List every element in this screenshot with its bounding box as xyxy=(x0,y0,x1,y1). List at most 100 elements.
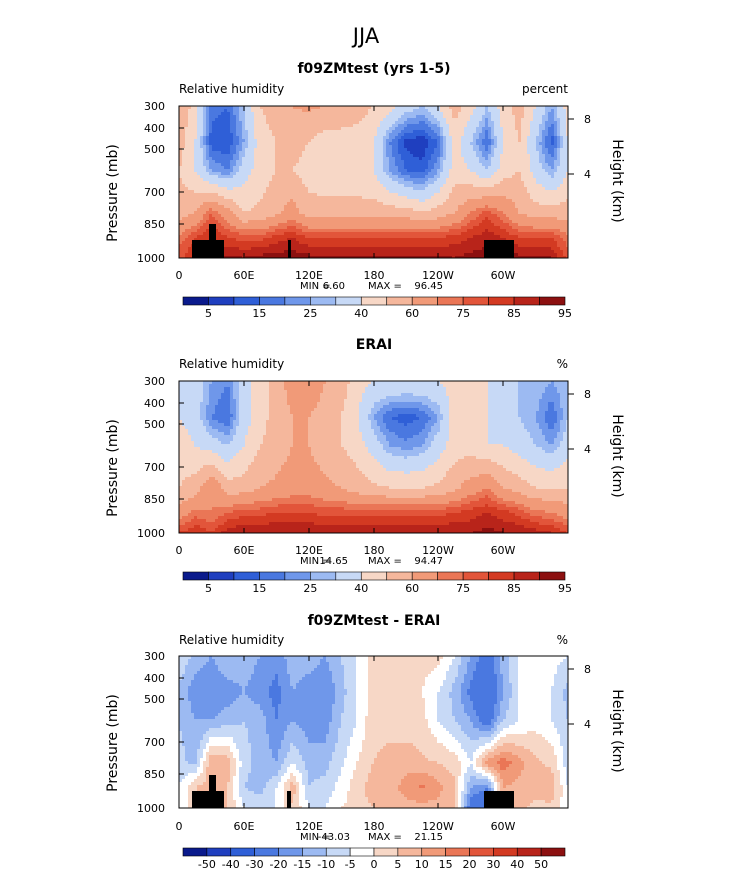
heatmap-cell xyxy=(428,118,432,122)
heatmap-cell xyxy=(311,106,315,110)
heatmap-cell xyxy=(407,142,411,146)
heatmap-cell xyxy=(248,133,252,137)
heatmap-cell xyxy=(416,106,420,110)
heatmap-cell xyxy=(449,112,453,116)
heatmap-cell xyxy=(185,136,189,140)
heatmap-cell xyxy=(353,112,357,116)
heatmap-cell xyxy=(371,124,375,128)
heatmap-cell xyxy=(380,130,384,134)
heatmap-cell xyxy=(479,121,483,125)
heatmap-cell xyxy=(377,136,381,140)
heatmap-cell xyxy=(317,133,321,137)
heatmap-cell xyxy=(245,127,249,131)
heatmap-cell xyxy=(401,121,405,125)
heatmap-cell xyxy=(305,112,309,116)
heatmap-cell xyxy=(260,106,264,110)
heatmap-cell xyxy=(449,109,453,113)
heatmap-cell xyxy=(203,139,207,143)
heatmap-cell xyxy=(251,124,255,128)
heatmap-cell xyxy=(392,115,396,119)
heatmap-cell xyxy=(386,145,390,149)
heatmap-cell xyxy=(416,139,420,143)
heatmap-cell xyxy=(440,109,444,113)
heatmap-cell xyxy=(275,118,279,122)
heatmap-cell xyxy=(299,115,303,119)
heatmap-cell xyxy=(344,115,348,119)
heatmap-cell xyxy=(299,118,303,122)
heatmap-cell xyxy=(365,124,369,128)
heatmap-cell xyxy=(494,133,498,137)
heatmap-cell xyxy=(188,115,192,119)
heatmap-cell xyxy=(335,142,339,146)
heatmap-cell xyxy=(368,130,372,134)
heatmap-cell xyxy=(533,121,537,125)
heatmap-cell xyxy=(515,112,519,116)
heatmap-cell xyxy=(389,136,393,140)
heatmap-cell xyxy=(461,115,465,119)
heatmap-cell xyxy=(200,145,204,149)
heatmap-cell xyxy=(527,124,531,128)
heatmap-cell xyxy=(257,127,261,131)
heatmap-cell xyxy=(248,121,252,125)
heatmap-cell xyxy=(464,124,468,128)
heatmap-cell xyxy=(383,106,387,110)
heatmap-cell xyxy=(332,121,336,125)
heatmap-cell xyxy=(263,139,267,143)
heatmap-cell xyxy=(554,136,558,140)
heatmap-cell xyxy=(536,115,540,119)
heatmap-cell xyxy=(491,118,495,122)
heatmap-cell xyxy=(206,106,210,110)
heatmap-cell xyxy=(491,115,495,119)
heatmap-cell xyxy=(332,139,336,143)
heatmap-cell xyxy=(203,136,207,140)
heatmap-cell xyxy=(254,142,258,146)
heatmap-cell xyxy=(236,142,240,146)
heatmap-cell xyxy=(320,112,324,116)
heatmap-cell xyxy=(446,121,450,125)
heatmap-cell xyxy=(410,124,414,128)
heatmap-cell xyxy=(527,136,531,140)
heatmap-cell xyxy=(212,145,216,149)
heatmap-cell xyxy=(218,145,222,149)
heatmap-cell xyxy=(536,130,540,134)
heatmap-cell xyxy=(443,109,447,113)
heatmap-cell xyxy=(419,127,423,131)
heatmap-cell xyxy=(284,145,288,149)
heatmap-cell xyxy=(257,124,261,128)
heatmap-cell xyxy=(401,127,405,131)
heatmap-cell xyxy=(227,121,231,125)
heatmap-cell xyxy=(221,130,225,134)
heatmap-cell xyxy=(452,124,456,128)
heatmap-cell xyxy=(197,145,201,149)
heatmap-cell xyxy=(341,139,345,143)
heatmap-cell xyxy=(440,136,444,140)
heatmap-cell xyxy=(287,136,291,140)
heatmap-cell xyxy=(356,121,360,125)
heatmap-cell xyxy=(485,136,489,140)
heatmap-cell xyxy=(497,121,501,125)
heatmap-cell xyxy=(200,142,204,146)
heatmap-cell xyxy=(197,124,201,128)
heatmap-cell xyxy=(287,115,291,119)
heatmap-cell xyxy=(305,124,309,128)
heatmap-cell xyxy=(215,109,219,113)
heatmap-cell xyxy=(521,118,525,122)
heatmap-cell xyxy=(368,112,372,116)
heatmap-cell xyxy=(443,124,447,128)
heatmap-cell xyxy=(533,118,537,122)
heatmap-cell xyxy=(254,106,258,110)
heatmap-cell xyxy=(419,133,423,137)
heatmap-cell xyxy=(221,145,225,149)
heatmap-cell xyxy=(434,136,438,140)
heatmap-cell xyxy=(491,109,495,113)
heatmap-cell xyxy=(437,139,441,143)
heatmap-cell xyxy=(374,142,378,146)
heatmap-cell xyxy=(311,115,315,119)
heatmap-cell xyxy=(548,133,552,137)
heatmap-cell xyxy=(182,133,186,137)
heatmap-cell xyxy=(230,139,234,143)
heatmap-cell xyxy=(392,127,396,131)
heatmap-cell xyxy=(245,106,249,110)
heatmap-cell xyxy=(236,109,240,113)
heatmap-cell xyxy=(296,130,300,134)
